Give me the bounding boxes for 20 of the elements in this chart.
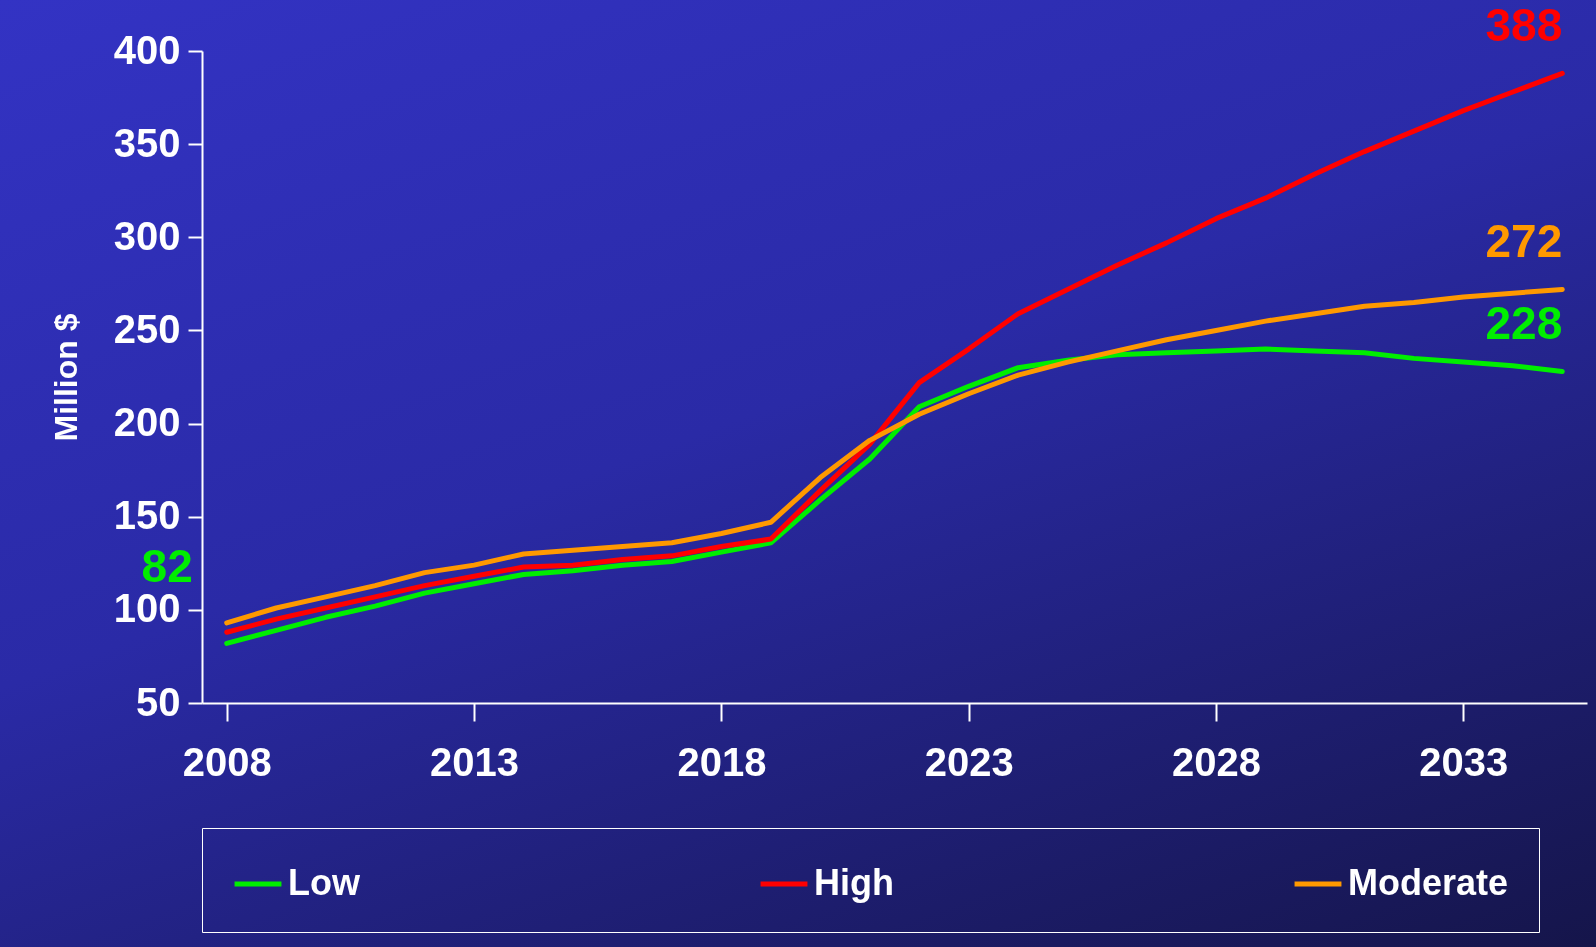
legend-label: Low (288, 862, 361, 903)
data-label: 272 (1485, 215, 1563, 268)
data-label: 388 (1485, 0, 1563, 52)
legend-label: High (814, 862, 894, 903)
y-tick-label: 350 (113, 120, 181, 165)
legend-label: Moderate (1348, 862, 1509, 903)
x-tick-label: 2033 (1419, 739, 1509, 784)
y-tick-label: 400 (113, 27, 181, 72)
y-tick-label: 200 (113, 400, 181, 445)
x-tick-label: 2023 (924, 739, 1014, 784)
y-tick-label: 250 (113, 306, 181, 351)
y-tick-label: 150 (113, 493, 181, 538)
x-tick-label: 2028 (1172, 739, 1262, 784)
y-tick-label: 50 (136, 679, 181, 724)
x-tick-label: 2008 (182, 739, 272, 784)
y-tick-label: 300 (113, 213, 181, 258)
y-axis-title: Million $ (47, 313, 84, 442)
x-tick-label: 2013 (430, 739, 520, 784)
x-tick-label: 2018 (677, 739, 767, 784)
data-label: 228 (1485, 297, 1563, 350)
